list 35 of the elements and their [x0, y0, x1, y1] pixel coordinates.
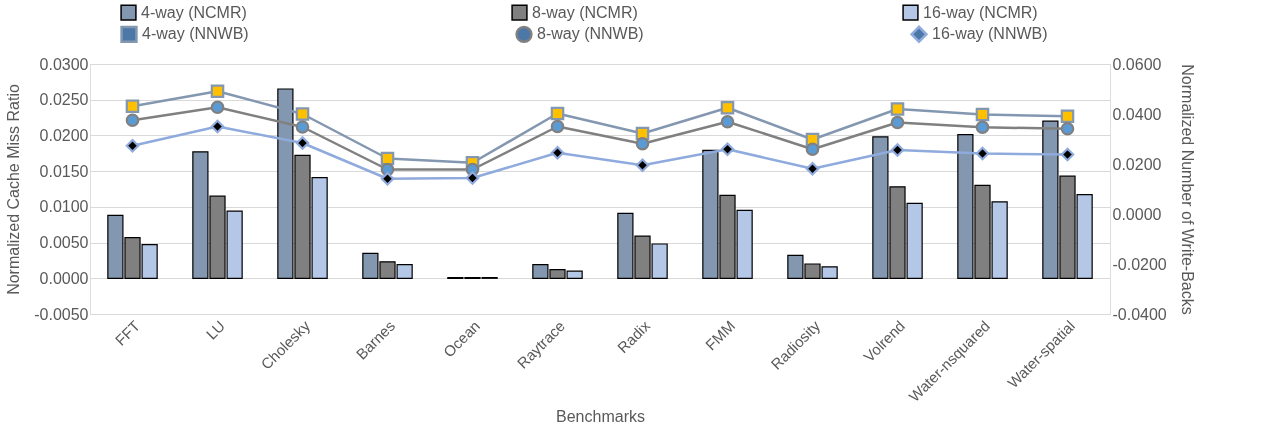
legend-label: 8-way (NNWB)	[537, 25, 644, 43]
legend-label: 8-way (NCMR)	[532, 3, 638, 21]
legend-label: 16-way (NCMR)	[923, 3, 1038, 21]
y2-tick-label: 0.0000	[1112, 205, 1162, 223]
y-tick-label: -0.0050	[34, 305, 89, 323]
legend-label: 4-way (NCMR)	[141, 3, 247, 21]
point	[720, 114, 735, 129]
point	[210, 84, 225, 99]
point	[720, 100, 735, 115]
y2-tick-label: 0.0200	[1112, 155, 1162, 173]
x-tick-label: LU	[202, 317, 229, 343]
point	[1060, 121, 1075, 136]
y-tick-label: 0.0100	[39, 198, 89, 216]
point	[805, 142, 820, 157]
y-tick-label: 0.0000	[39, 269, 89, 287]
point	[210, 100, 225, 115]
y2-tick-label: -0.0400	[1112, 305, 1167, 323]
point	[125, 99, 140, 114]
y2-tick-label: 0.0600	[1112, 55, 1162, 73]
x-axis-title: Benchmarks	[556, 407, 645, 424]
legend-label: 4-way (NNWB)	[142, 25, 249, 43]
y-tick-label: 0.0300	[39, 55, 89, 73]
y-tick-label: 0.0050	[39, 234, 89, 252]
y2-tick-label: 0.0400	[1112, 105, 1162, 123]
point	[1060, 109, 1075, 124]
y-tick-label: 0.0250	[39, 91, 89, 109]
y2-axis-title: Normalized Number of Write-Backs	[1178, 64, 1196, 315]
point	[635, 136, 650, 151]
legend-label: 16-way (NNWB)	[932, 25, 1048, 43]
y2-tick-label: -0.0200	[1112, 255, 1167, 273]
y-axis-title: Normalized Cache Miss Ratio	[5, 84, 23, 295]
point	[125, 113, 140, 128]
point	[975, 120, 990, 135]
y-tick-label: 0.0200	[39, 126, 89, 144]
y-tick-label: 0.0150	[39, 162, 89, 180]
